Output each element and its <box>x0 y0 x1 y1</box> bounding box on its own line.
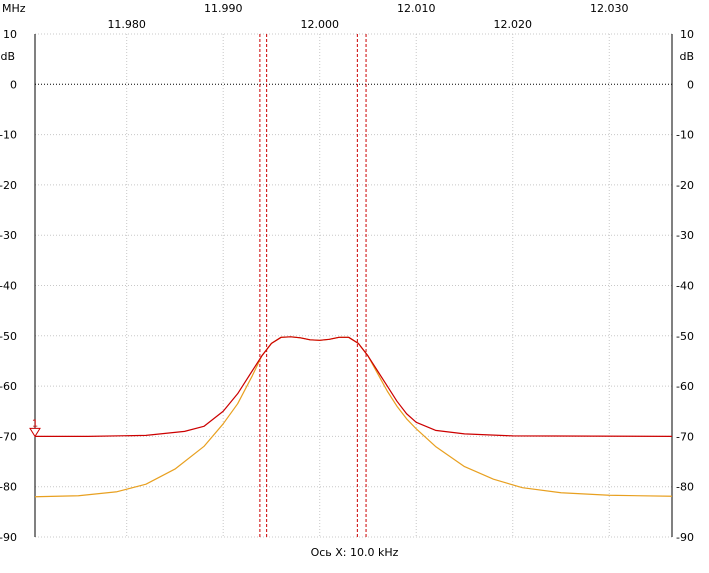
x-unit-label: MHz <box>2 2 26 15</box>
y-tick-label-right: -90 <box>676 531 694 544</box>
y-tick-label-left: -60 <box>0 380 17 393</box>
y-tick-label-left: -30 <box>0 229 17 242</box>
y-tick-label-left: 10 <box>3 28 17 41</box>
y-tick-label-right: -40 <box>676 280 694 293</box>
y-tick-label-right: -70 <box>676 430 694 443</box>
x-tick-label: 12.030 <box>590 2 629 15</box>
x-tick-label: 11.980 <box>107 18 146 31</box>
y-tick-label-left: 0 <box>10 78 17 91</box>
x-tick-label: 12.010 <box>397 2 436 15</box>
y-tick-label-right: -20 <box>676 179 694 192</box>
x-tick-label: 12.020 <box>494 18 533 31</box>
x-tick-label: 11.990 <box>204 2 243 15</box>
y-tick-label-right: -80 <box>676 481 694 494</box>
marker-label: 1 <box>32 418 38 429</box>
y-tick-label-left: -20 <box>0 179 17 192</box>
y-tick-label-right: -10 <box>676 129 694 142</box>
y-tick-label-right: 10 <box>680 28 694 41</box>
y-unit-label-left: dB <box>0 50 15 63</box>
y-tick-label-right: -60 <box>676 380 694 393</box>
y-tick-label-right: 0 <box>687 78 694 91</box>
marker-triangle <box>29 427 41 438</box>
y-tick-label-right: -30 <box>676 229 694 242</box>
y-tick-label-left: -70 <box>0 430 17 443</box>
x-axis-caption: Ось X: 10.0 kHz <box>310 546 399 559</box>
y-tick-label-left: -10 <box>0 129 17 142</box>
y-tick-label-right: -50 <box>676 330 694 343</box>
series-line-orange <box>34 336 673 498</box>
y-tick-label-left: -40 <box>0 280 17 293</box>
y-tick-label-left: -80 <box>0 481 17 494</box>
y-tick-label-left: -90 <box>0 531 17 544</box>
y-unit-label-right: dB <box>679 50 694 63</box>
y-tick-label-left: -50 <box>0 330 17 343</box>
x-tick-label: 12.000 <box>300 18 339 31</box>
series-line-red <box>35 336 673 437</box>
